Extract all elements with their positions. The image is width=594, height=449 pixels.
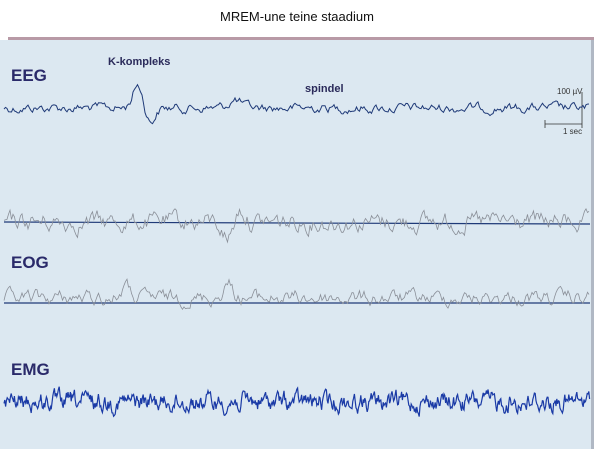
slide-title: MREM-une teine staadium [220, 9, 374, 24]
eog-label: EOG [11, 253, 49, 272]
eeg-label: EEG [11, 66, 47, 85]
header-bg [0, 0, 594, 38]
k-complex-label: K-kompleks [108, 56, 170, 68]
spindle-label: spindel [305, 83, 344, 95]
header-rule [8, 37, 594, 40]
figure-bg [0, 40, 592, 449]
eog-trace-1 [3, 207, 590, 244]
traces [3, 83, 591, 418]
emg-trace [3, 386, 591, 418]
scale-time: 1 sec [563, 127, 582, 136]
eeg-trace [3, 83, 590, 125]
eog-trace-2 [3, 278, 590, 311]
figure-edge [591, 40, 594, 449]
emg-label: EMG [11, 360, 50, 379]
scale-amplitude: 100 µV [557, 87, 583, 96]
